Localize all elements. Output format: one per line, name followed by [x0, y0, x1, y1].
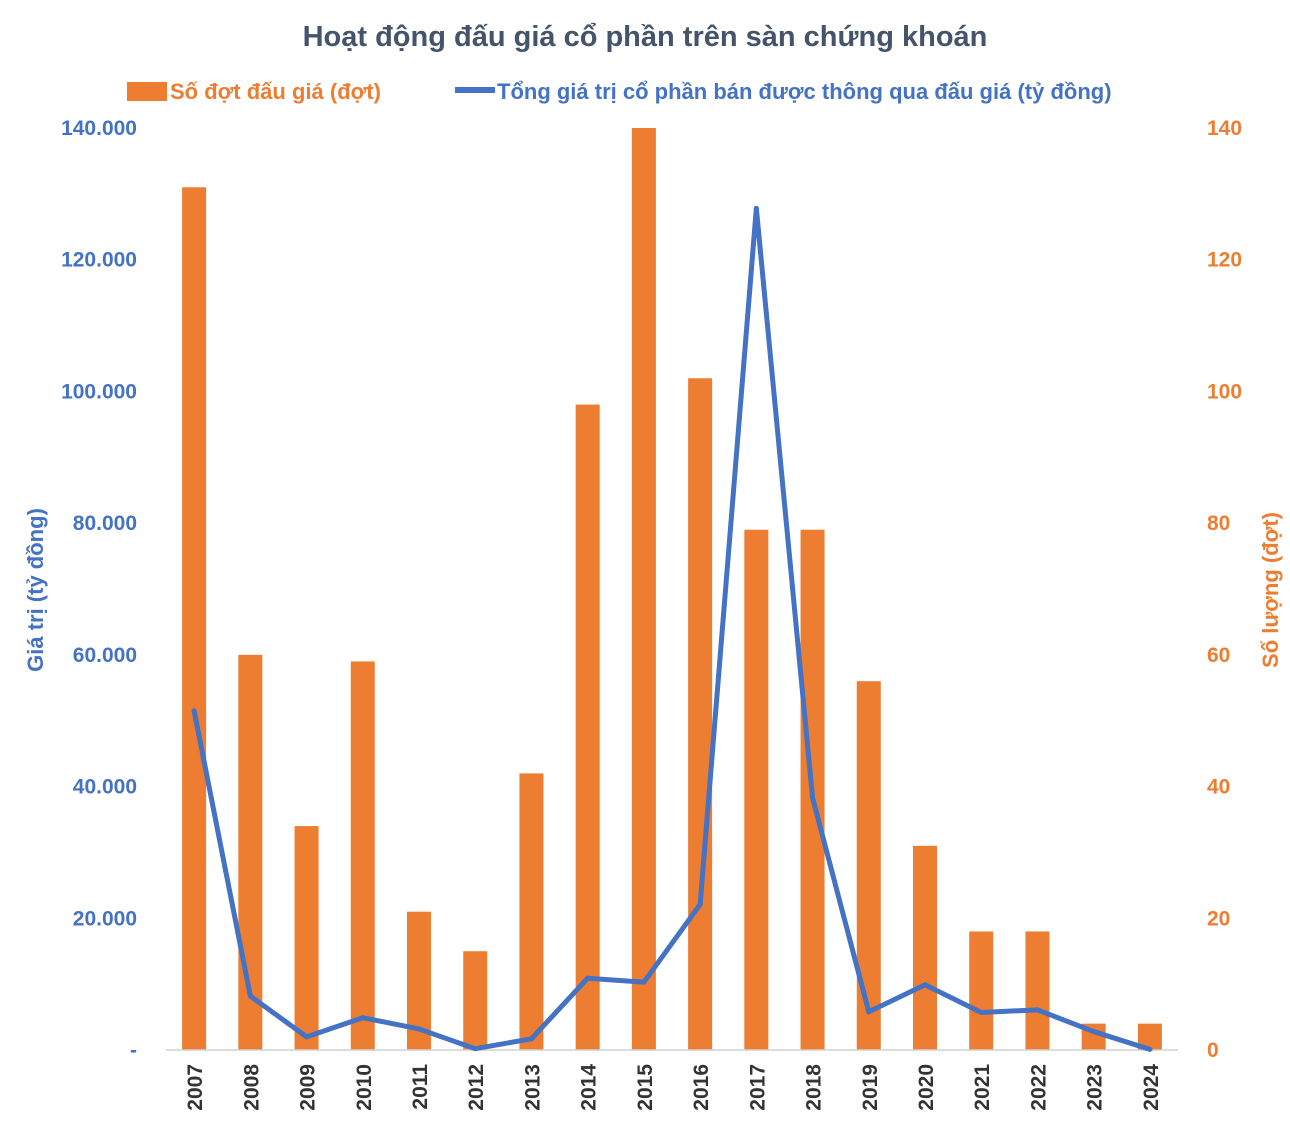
bar-2009: [294, 826, 319, 1050]
y-right-tick-label: 80: [1207, 512, 1230, 535]
x-tick-label: 2017: [746, 1064, 769, 1111]
line-point-2013: [528, 1036, 534, 1042]
y-right-tick-label: 100: [1207, 380, 1242, 403]
line-point-2012: [472, 1046, 478, 1052]
y-left-tick-label: 100.000: [61, 380, 137, 403]
y-right-tick-label: 140: [1207, 117, 1242, 140]
y-left-tick-label: 40.000: [73, 776, 137, 799]
bar-2014: [575, 404, 600, 1051]
y-right-tick-label: 0: [1207, 1039, 1219, 1062]
x-tick-label: 2021: [971, 1064, 994, 1111]
line-point-2011: [416, 1026, 422, 1032]
bar-2015: [631, 128, 656, 1050]
line-point-2015: [641, 979, 647, 985]
line-point-2016: [697, 901, 703, 907]
x-axis-ticks: 2007 2008 2009 2010 2011 2012 2013 2014 2015 2016…: [184, 1064, 1163, 1111]
bar-2010: [350, 661, 375, 1050]
x-tick-label: 2016: [690, 1064, 713, 1111]
line-point-2020: [922, 982, 928, 988]
legend-swatch-bars: [127, 82, 167, 101]
y-left-tick-label: 60.000: [73, 644, 137, 667]
legend: Số đợt đấu giá (đợt) Tổng giá trị cổ phầ…: [127, 79, 1112, 104]
line-point-2021: [978, 1009, 984, 1015]
line-series: [191, 205, 1153, 1052]
y-left-tick-label: -: [130, 1039, 137, 1062]
y-right-tick-label: 20: [1207, 907, 1230, 930]
line-point-2010: [360, 1015, 366, 1021]
bar-2022: [1025, 931, 1050, 1050]
x-tick-label: 2023: [1084, 1064, 1107, 1111]
line-point-2007: [191, 708, 197, 714]
bar-2017: [744, 529, 769, 1050]
x-tick-label: 2015: [634, 1064, 657, 1111]
x-tick-label: 2019: [859, 1064, 882, 1111]
line-point-2017: [753, 205, 759, 211]
x-tick-label: 2008: [240, 1064, 263, 1111]
chart-title: Hoạt động đấu giá cổ phần trên sàn chứng…: [303, 21, 988, 53]
line-point-2018: [810, 795, 816, 801]
x-tick-label: 2010: [353, 1064, 376, 1111]
line-point-2023: [1091, 1029, 1097, 1035]
line-point-2019: [866, 1009, 872, 1015]
x-tick-label: 2011: [409, 1064, 432, 1110]
line-point-2024: [1147, 1046, 1153, 1052]
line-point-2008: [247, 993, 253, 999]
y-right-tick-label: 120: [1207, 249, 1242, 272]
y-left-tick-label: 80.000: [73, 512, 137, 535]
x-tick-label: 2014: [578, 1064, 601, 1111]
y-axis-left-ticks: - 20.000 40.000 60.000 80.000 100.000 120.000 1…: [61, 117, 137, 1062]
line-point-2022: [1034, 1007, 1040, 1013]
legend-label-line: Tổng giá trị cổ phần bán được thông qua …: [497, 79, 1112, 104]
line-point-2014: [585, 975, 591, 981]
x-tick-label: 2020: [915, 1064, 938, 1111]
value-line: [191, 205, 1153, 1052]
y-right-tick-label: 40: [1207, 776, 1230, 799]
x-tick-label: 2009: [297, 1064, 320, 1111]
bar-2019: [856, 681, 881, 1050]
x-tick-label: 2022: [1027, 1064, 1050, 1111]
y-left-tick-label: 20.000: [73, 907, 137, 930]
y-axis-left-label: Giá trị (tỷ đồng): [23, 508, 48, 672]
x-tick-label: 2007: [184, 1064, 207, 1111]
y-left-tick-label: 120.000: [61, 249, 137, 272]
bar-2021: [969, 931, 994, 1050]
y-right-tick-label: 60: [1207, 644, 1230, 667]
y-axis-right-ticks: 0 20 40 60 80 100 120 140: [1207, 117, 1242, 1062]
x-tick-label: 2012: [465, 1064, 488, 1111]
bar-2016: [688, 378, 713, 1050]
bar-2008: [238, 654, 263, 1050]
y-left-tick-label: 140.000: [61, 117, 137, 140]
legend-label-bars: Số đợt đấu giá (đợt): [170, 79, 381, 104]
bar-2013: [519, 773, 544, 1050]
y-axis-right-label: Số lượng (đợt): [1258, 512, 1283, 668]
bar-series: [182, 128, 1162, 1051]
bar-2012: [463, 951, 488, 1050]
bar-2020: [913, 845, 937, 1050]
x-tick-label: 2018: [803, 1064, 826, 1111]
bar-2007: [182, 187, 207, 1050]
line-point-2009: [304, 1034, 310, 1040]
x-tick-label: 2024: [1140, 1064, 1163, 1111]
x-tick-label: 2013: [521, 1064, 544, 1111]
legend-swatch-line: [455, 87, 495, 93]
